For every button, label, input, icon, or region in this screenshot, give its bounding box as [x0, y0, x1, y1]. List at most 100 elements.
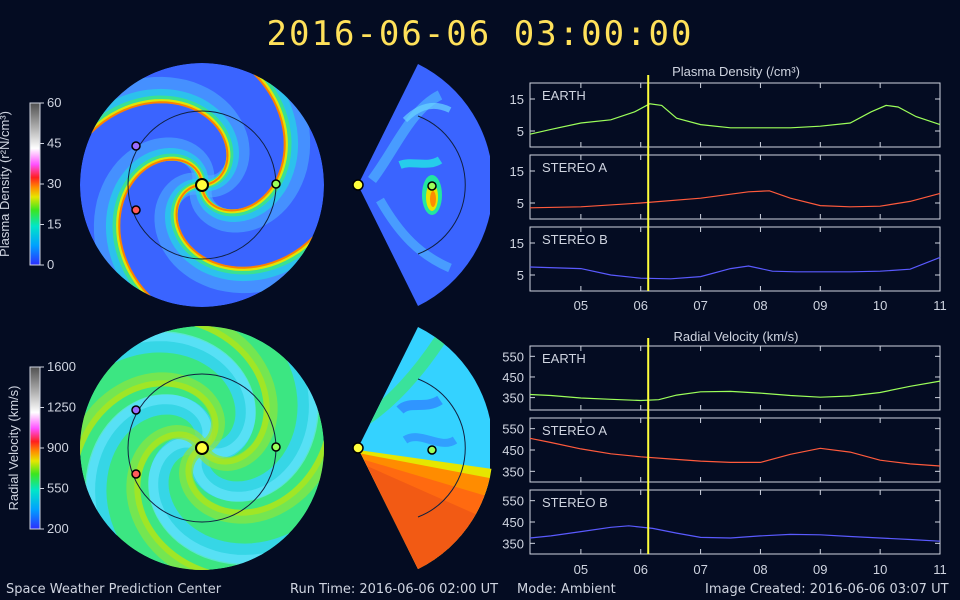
density-stream-2: [175, 63, 324, 269]
sun-marker-wedge: [352, 179, 364, 191]
panel-label: EARTH: [542, 351, 586, 366]
density-stream-1: [80, 63, 286, 212]
stereo-a-marker: [131, 205, 141, 215]
y-tick-label: 550: [502, 422, 524, 437]
series-line-stereo-a: [529, 437, 941, 467]
earth-marker: [271, 442, 281, 452]
density-colorbar-tick-label: 30: [47, 176, 61, 191]
chart-title: Radial Velocity (km/s): [674, 329, 799, 344]
density-colorbar-label: Plasma Density (r²N/cm³): [0, 111, 12, 257]
earth-marker-wedge: [427, 445, 437, 455]
y-tick-label: 550: [502, 349, 524, 364]
y-tick-label: 15: [510, 236, 524, 251]
x-tick-label: 08: [753, 298, 767, 313]
density-colorbar-tick-label: 60: [47, 95, 61, 110]
y-tick-label: 450: [502, 370, 524, 385]
velocity-colorbar-label: Radial Velocity (km/s): [6, 386, 21, 511]
x-tick-label: 06: [633, 562, 647, 577]
y-tick-label: 450: [502, 515, 524, 530]
velocity-colorbar-tick-label: 900: [47, 440, 69, 455]
velocity-stream-0: [80, 331, 256, 475]
velocity-ecliptic-map: [80, 326, 324, 570]
panel-frame: [529, 226, 941, 292]
density-wedge-overlay: [352, 115, 466, 255]
velocity-disk-overlay: [127, 373, 281, 523]
x-tick-label: 07: [693, 298, 707, 313]
footer-run-time: Run Time: 2016-06-06 02:00 UT: [290, 582, 499, 597]
velocity-stream-1: [175, 326, 319, 502]
y-tick-label: 5: [517, 196, 524, 211]
y-tick-label: 350: [502, 464, 524, 479]
x-tick-label: 10: [873, 298, 887, 313]
x-tick-label: 10: [873, 562, 887, 577]
timestamp: 2016-06-06 03:00:00: [266, 14, 694, 54]
series-line-stereo-b: [529, 256, 941, 280]
panel-frame: [529, 345, 941, 411]
footer-center-name: Space Weather Prediction Center: [6, 582, 222, 597]
y-tick-label: 15: [510, 92, 524, 107]
velocity-colorbar-tick-label: 200: [47, 521, 69, 536]
x-tick-label: 11: [933, 562, 947, 577]
wedge-orbit-arc: [417, 115, 466, 255]
velocity-colorbar-tick-label: 1600: [47, 359, 76, 374]
panel-label: STEREO B: [542, 495, 608, 510]
series-line-stereo-a: [529, 190, 941, 209]
density-disk-overlay: [127, 110, 281, 260]
series-line-earth: [529, 103, 941, 135]
density-colorbar-gradient: [29, 102, 41, 266]
x-tick-label: 09: [813, 298, 827, 313]
x-tick-label: 09: [813, 562, 827, 577]
stereo-a-marker: [131, 469, 141, 479]
density-wedge-background: [358, 64, 490, 306]
density-stream-0: [80, 101, 229, 307]
x-tick-label: 06: [633, 298, 647, 313]
y-tick-label: 5: [517, 268, 524, 283]
velocity-meridional-map: [358, 327, 494, 569]
panel-label: STEREO B: [542, 232, 608, 247]
velocity-stream-2: [148, 421, 324, 565]
panel-label: EARTH: [542, 88, 586, 103]
density-meridional-map: [358, 64, 490, 306]
sun-marker: [195, 441, 209, 455]
footer-image-created: Image Created: 2016-06-06 03:07 UT: [705, 582, 949, 597]
panel-frame: [529, 82, 941, 148]
density-colorbar: Plasma Density (r²N/cm³) 60 45 30 15 0: [0, 95, 61, 272]
velocity-wedge-overlay: [352, 378, 466, 518]
time-series-charts: Plasma Density (/cm³) EARTH 15 5 STEREO A 15 5…: [502, 64, 946, 577]
panel-label: STEREO A: [542, 160, 607, 175]
sun-marker: [195, 178, 209, 192]
footer-mode: Mode: Ambient: [517, 582, 616, 597]
density-colorbar-tick-label: 15: [47, 217, 61, 232]
x-tick-label: 05: [574, 298, 588, 313]
y-tick-label: 15: [510, 164, 524, 179]
density-colorbar-tick-label: 0: [47, 257, 54, 272]
panel-label: STEREO A: [542, 423, 607, 438]
density-colorbar-tick-label: 45: [47, 136, 61, 151]
x-tick-label: 08: [753, 562, 767, 577]
y-tick-label: 5: [517, 124, 524, 139]
x-tick-label: 05: [574, 562, 588, 577]
earth-marker: [271, 179, 281, 189]
panel-frame: [529, 154, 941, 220]
stereo-b-marker: [131, 141, 141, 151]
velocity-stream-3: [85, 394, 229, 570]
stereo-b-marker: [131, 405, 141, 415]
y-tick-label: 350: [502, 391, 524, 406]
x-tick-label: 07: [693, 562, 707, 577]
earth-marker-wedge: [427, 181, 437, 191]
velocity-colorbar-gradient: [29, 366, 41, 530]
y-tick-label: 350: [502, 536, 524, 551]
x-tick-label: 11: [933, 298, 947, 313]
sun-marker-wedge: [352, 442, 364, 454]
density-stream-3: [118, 158, 324, 307]
chart-title: Plasma Density (/cm³): [672, 64, 800, 79]
velocity-colorbar-tick-label: 1250: [47, 400, 76, 415]
wedge-orbit-arc: [417, 378, 466, 518]
y-tick-label: 550: [502, 494, 524, 509]
y-tick-label: 450: [502, 443, 524, 458]
series-line-stereo-b: [529, 525, 941, 542]
series-line-earth: [529, 380, 941, 402]
velocity-colorbar: Radial Velocity (km/s) 1600 1250 900 550 200: [6, 359, 76, 536]
velocity-colorbar-tick-label: 550: [47, 481, 69, 496]
